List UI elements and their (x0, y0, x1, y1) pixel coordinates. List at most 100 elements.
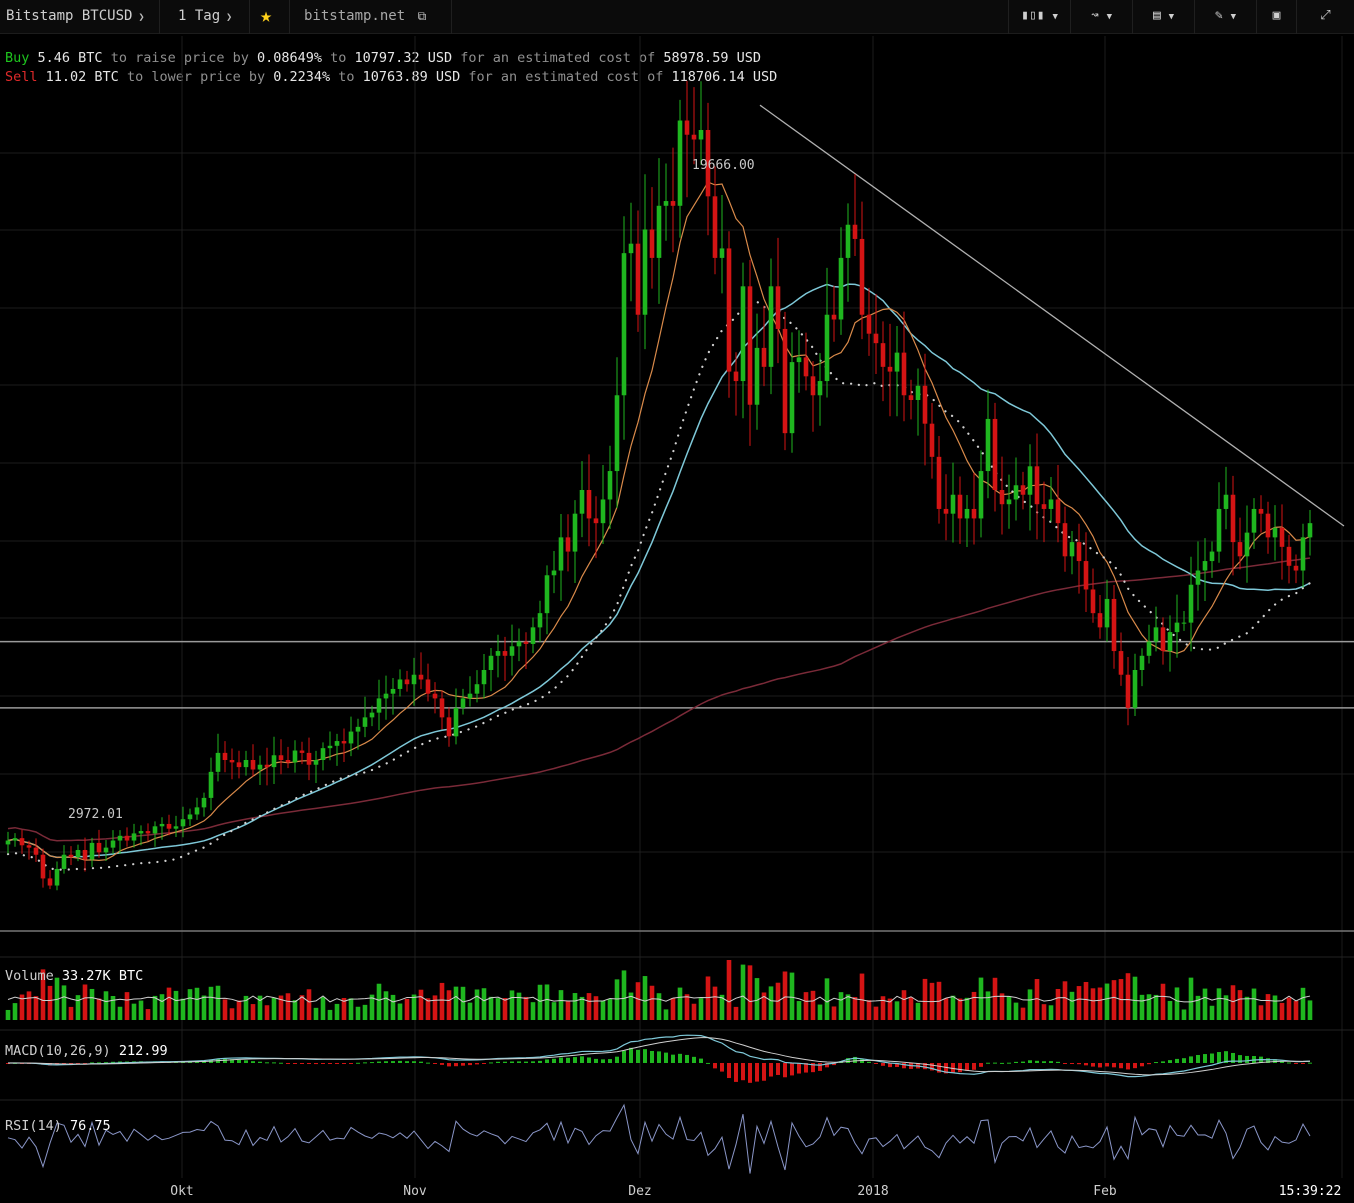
volume-bar-19 (138, 1000, 144, 1020)
candle-2 (19, 838, 25, 846)
volume-bar-70 (495, 998, 501, 1020)
candle-48 (341, 741, 347, 744)
volume-bar-0 (5, 1009, 11, 1020)
macd-hist-64 (454, 1063, 458, 1067)
favorite-button[interactable]: ★ (250, 0, 290, 34)
candle-79 (558, 537, 564, 571)
volume-bar-135 (950, 995, 956, 1020)
candle-17 (124, 835, 130, 841)
candle-182 (1279, 527, 1285, 547)
volume-label: Volume (5, 968, 54, 984)
candle-171 (1202, 561, 1208, 571)
volume-bar-80 (565, 1000, 571, 1020)
macd-hist-163 (1147, 1063, 1151, 1065)
macd-hist-147 (1035, 1060, 1039, 1063)
candle-1 (12, 838, 18, 841)
candle-176 (1237, 542, 1243, 557)
macd-hist-153 (1077, 1063, 1081, 1065)
macd-hist-167 (1175, 1058, 1179, 1063)
macd-hist-47 (335, 1063, 339, 1064)
candle-8 (61, 854, 67, 869)
volume-bar-168 (1181, 1009, 1187, 1020)
fullscreen-button[interactable]: ⤢ (1296, 0, 1354, 34)
candle-110 (775, 286, 781, 329)
volume-bar-124 (873, 1006, 879, 1020)
candle-184 (1293, 565, 1299, 571)
volume-bar-50 (355, 1006, 361, 1020)
dotted-line (6, 300, 1312, 871)
candle-143 (1006, 499, 1012, 505)
candle-105 (740, 286, 746, 382)
macd-hist-71 (503, 1061, 507, 1063)
x-tick-label-0: Okt (170, 1184, 193, 1199)
candle-185 (1300, 537, 1306, 571)
sell-mid2: to (330, 69, 363, 85)
volume-bar-112 (789, 972, 795, 1020)
macd-hist-157 (1105, 1063, 1109, 1067)
macd-hist-76 (538, 1060, 542, 1063)
symbol-selector[interactable]: Bitstamp BTCUSD ❯ (0, 0, 160, 34)
volume-bar-123 (866, 1000, 872, 1020)
candle-60 (425, 679, 431, 694)
volume-bar-127 (894, 1001, 900, 1020)
macd-hist-111 (783, 1063, 787, 1078)
volume-bar-27 (194, 987, 200, 1020)
macd-hist-127 (895, 1063, 899, 1068)
macd-hist-109 (769, 1063, 773, 1077)
candle-35 (250, 760, 256, 770)
macd-hist-132 (930, 1063, 934, 1071)
macd-hist-106 (748, 1063, 752, 1083)
candle-18 (131, 833, 137, 841)
source-link[interactable]: bitstamp.net ⧉ (290, 0, 452, 34)
low-annotation: 2972.01 (68, 807, 123, 822)
volume-bar-145 (1020, 1007, 1026, 1020)
candle-33 (236, 762, 242, 768)
candles-menu-button[interactable]: ▮▯▮ ▼ (1008, 0, 1070, 34)
volume-bar-40 (285, 993, 291, 1020)
interval-selector[interactable]: 1 Tag ❯ (160, 0, 250, 34)
candle-90 (635, 243, 641, 315)
volume-bar-177 (1244, 996, 1250, 1020)
macd-hist-91 (643, 1049, 647, 1063)
volume-bar-28 (201, 995, 207, 1020)
macd-hist-62 (440, 1063, 444, 1065)
macd-hist-155 (1091, 1063, 1095, 1067)
compare-menu-button[interactable]: ↝ ▼ (1070, 0, 1132, 34)
volume-bar-36 (257, 995, 263, 1020)
macd-hist-115 (811, 1063, 815, 1073)
candle-37 (264, 764, 270, 768)
candle-115 (810, 376, 816, 396)
candle-147 (1034, 466, 1040, 505)
candle-117 (824, 314, 830, 382)
macd-hist-50 (356, 1062, 360, 1064)
candle-139 (978, 471, 984, 519)
macd-hist-149 (1049, 1061, 1053, 1063)
volume-bar-92 (649, 985, 655, 1020)
volume-bar-164 (1153, 994, 1159, 1020)
volume-bar-8 (61, 985, 67, 1020)
volume-bar-5 (40, 969, 46, 1020)
candle-21 (152, 826, 158, 834)
draw-menu-button[interactable]: ✎ ▼ (1194, 0, 1256, 34)
candle-0 (5, 840, 11, 845)
candle-31 (222, 752, 228, 760)
candle-112 (789, 362, 795, 434)
macd-hist-146 (1028, 1060, 1032, 1063)
macd-hist-79 (559, 1057, 563, 1063)
indicators-menu-button[interactable]: ▤ ▼ (1132, 0, 1194, 34)
volume-bar-42 (299, 995, 305, 1020)
volume-bar-15 (110, 995, 116, 1020)
volume-bar-149 (1048, 1005, 1054, 1020)
chart-settings-button[interactable]: ▣ (1256, 0, 1296, 34)
candle-14 (103, 847, 109, 853)
candle-73 (516, 641, 522, 647)
volume-bar-183 (1286, 997, 1292, 1020)
macd-hist-159 (1119, 1063, 1123, 1069)
candle-119 (838, 257, 844, 320)
macd-hist-107 (755, 1063, 759, 1082)
volume-bar-69 (488, 996, 494, 1020)
sell-qty: 11.02 BTC (45, 69, 119, 85)
candle-145 (1020, 485, 1026, 495)
volume-bar-111 (782, 971, 788, 1020)
